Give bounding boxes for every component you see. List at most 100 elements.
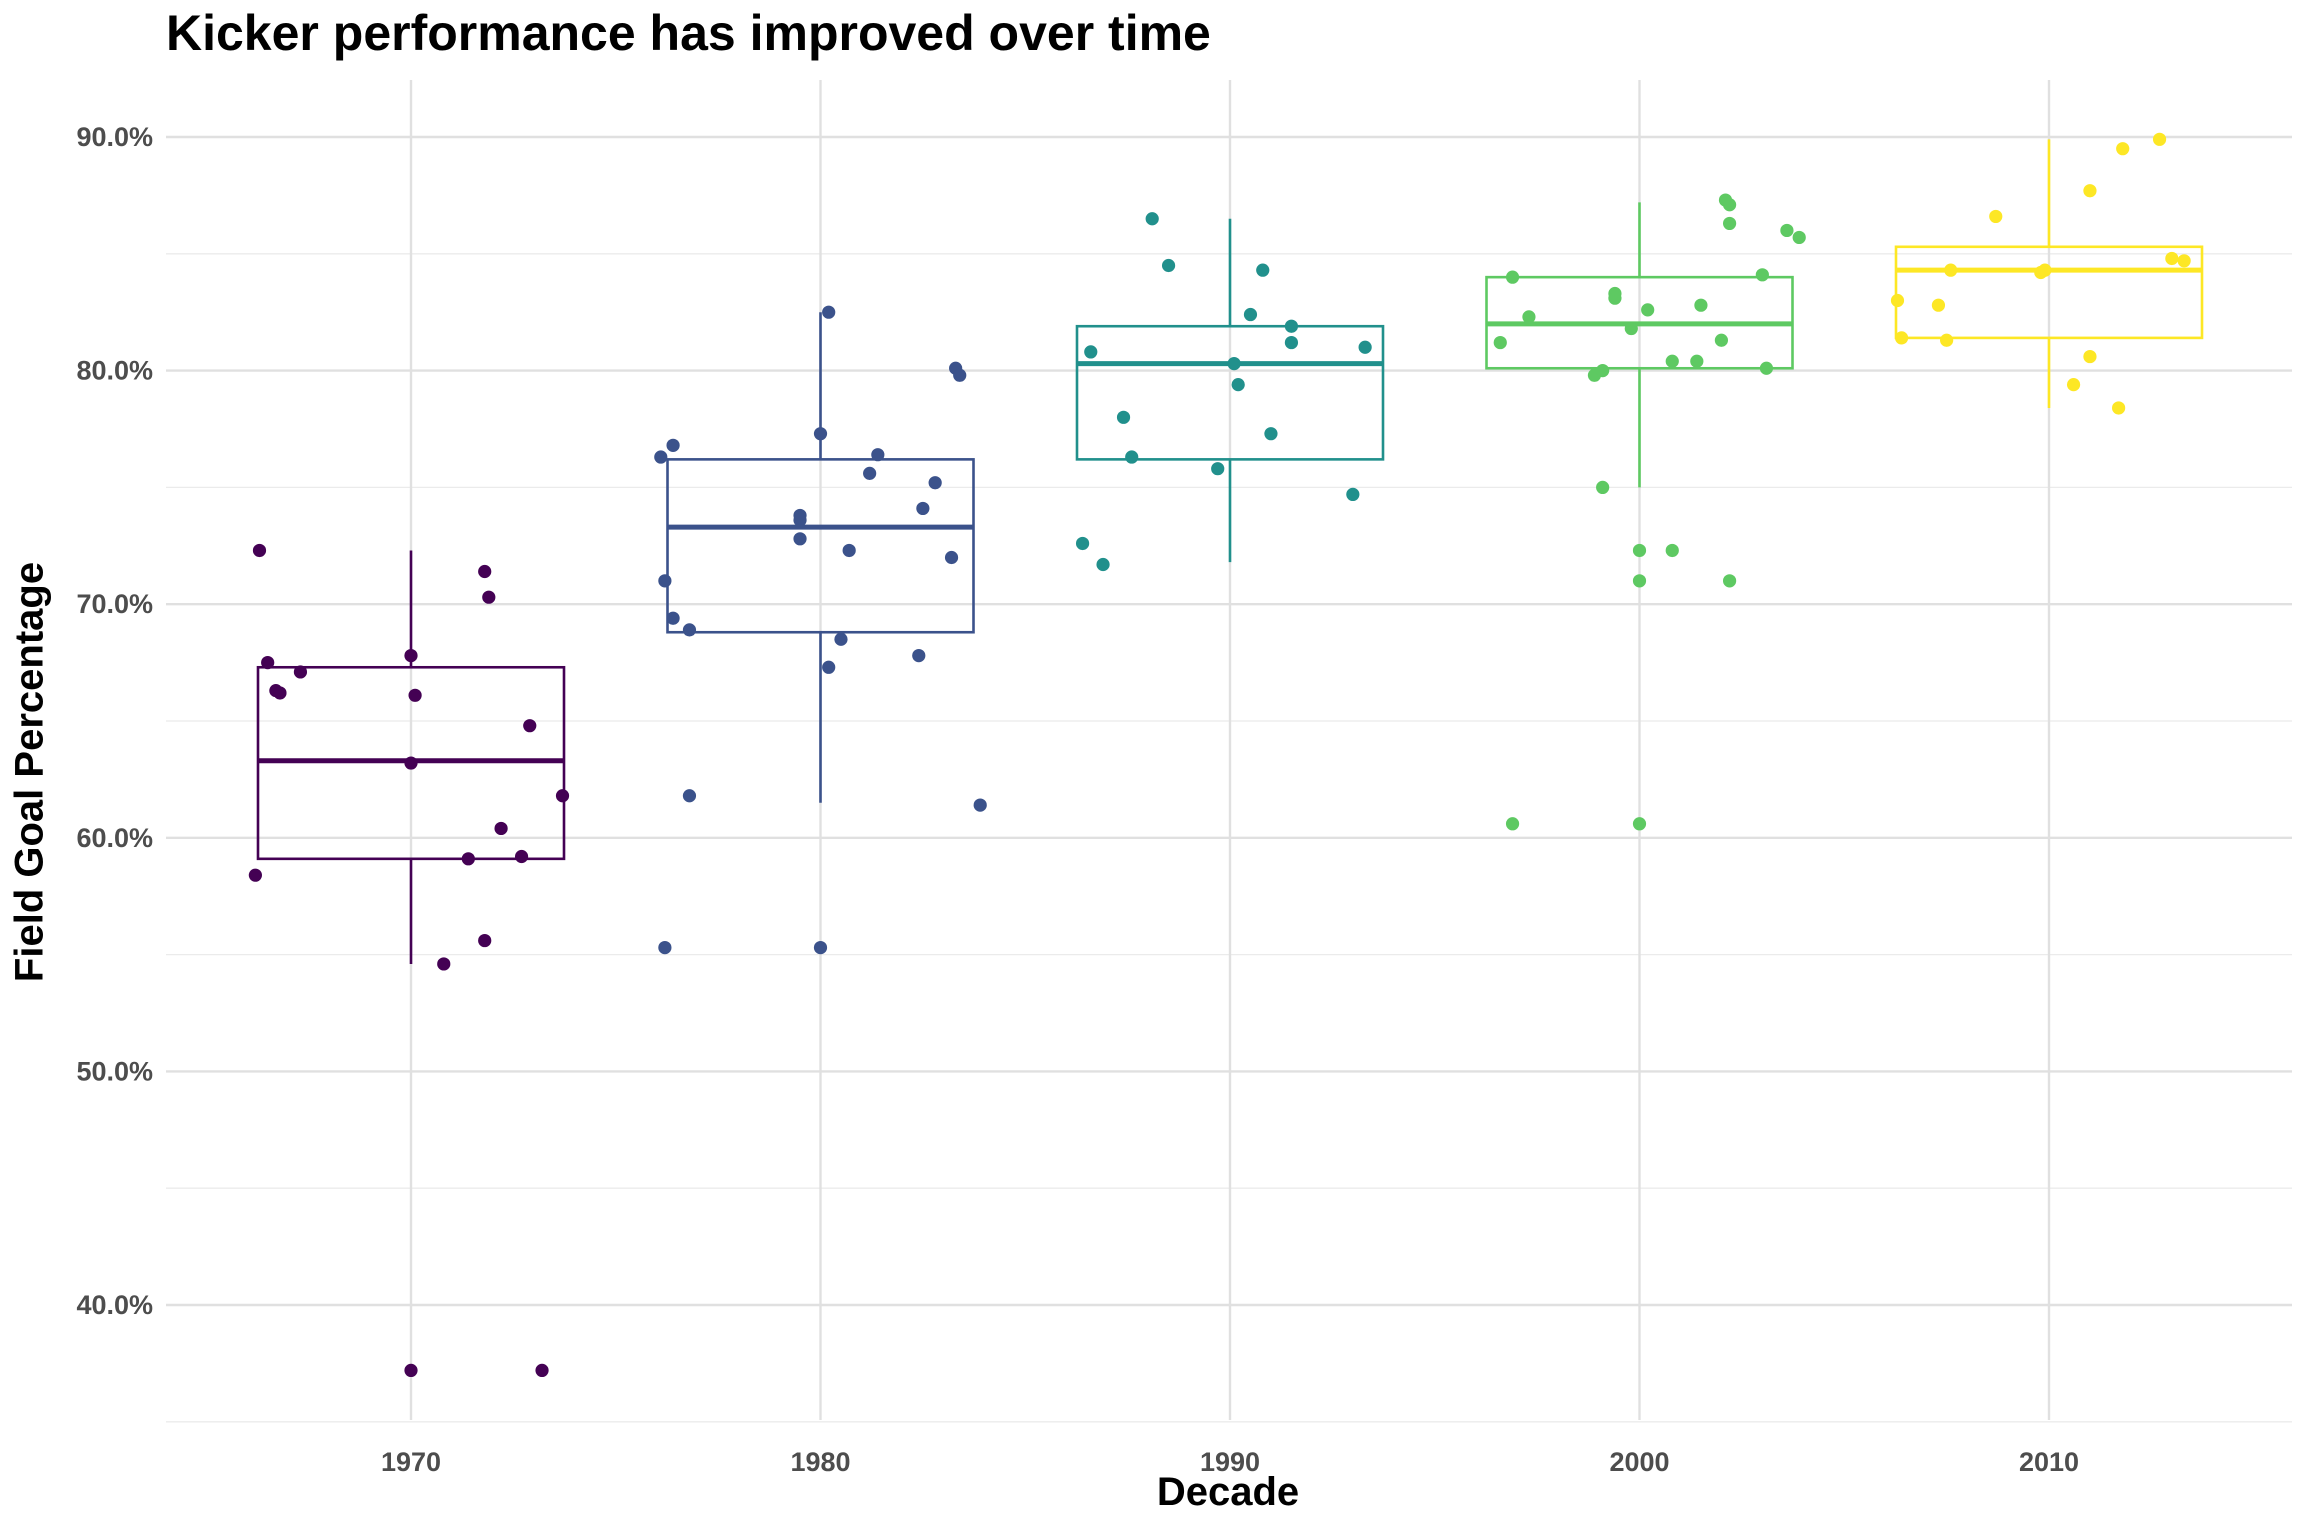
data-point-1990: [1231, 378, 1245, 392]
data-point-2010: [2116, 142, 2130, 156]
data-point-2000: [1759, 361, 1774, 375]
data-point-1980: [682, 623, 697, 637]
data-point-1980: [863, 466, 877, 480]
chart-title: Kicker performance has improved over tim…: [166, 5, 1211, 61]
data-point-1980: [842, 543, 856, 558]
data-point-1980: [916, 501, 930, 516]
data-point-1980: [973, 798, 987, 812]
data-point-1990: [1145, 212, 1159, 226]
data-point-1970: [404, 1363, 418, 1378]
data-point-1980: [953, 368, 967, 382]
data-point-1970: [404, 648, 418, 663]
y-tick-label: 60.0%: [76, 823, 153, 853]
x-tick-label: 1980: [790, 1447, 850, 1477]
data-point-1970: [535, 1363, 549, 1378]
data-point-1970: [273, 686, 287, 700]
data-point-1980: [658, 940, 672, 955]
x-tick-label: 1970: [381, 1447, 441, 1477]
data-point-1980: [682, 789, 697, 803]
y-tick-label: 90.0%: [76, 122, 153, 152]
y-tick-label: 40.0%: [76, 1290, 153, 1320]
data-point-2000: [1722, 574, 1737, 588]
data-point-2000: [1632, 574, 1647, 588]
x-axis-ticks: 1970 1980 1990 2000 2010: [381, 1447, 2079, 1477]
data-point-1970: [478, 933, 492, 948]
data-point-2000: [1596, 480, 1610, 494]
data-point-2010: [2083, 184, 2097, 198]
point-layer: [248, 132, 2191, 1378]
data-point-2010: [2066, 378, 2081, 392]
data-point-1980: [822, 305, 836, 319]
data-point-2010: [2112, 401, 2126, 415]
data-point-2010: [2038, 263, 2052, 277]
data-point-1990: [1227, 356, 1241, 371]
y-tick-label: 70.0%: [76, 589, 153, 619]
iqr-box: [1075, 324, 1385, 461]
data-point-1970: [514, 849, 529, 864]
data-point-1990: [1161, 258, 1176, 273]
iqr-box: [1894, 245, 2204, 340]
data-point-2000: [1780, 223, 1794, 238]
data-point-1970: [408, 688, 422, 702]
iqr-box: [666, 458, 975, 634]
data-point-1970: [248, 868, 262, 882]
data-point-1990: [1211, 462, 1225, 476]
data-point-1980: [793, 532, 807, 546]
data-point-1980: [813, 427, 828, 441]
data-point-1980: [871, 448, 885, 462]
data-point-2000: [1641, 303, 1655, 317]
data-point-2010: [1940, 333, 1954, 347]
data-point-2000: [1690, 354, 1704, 368]
data-point-2010: [1890, 293, 1905, 308]
x-axis-label: Decade: [1156, 1470, 1300, 1514]
data-point-1990: [1096, 557, 1110, 572]
data-point-1980: [834, 632, 848, 646]
data-point-1980: [813, 940, 828, 955]
data-point-1980: [928, 476, 942, 490]
data-point-2000: [1722, 216, 1737, 231]
data-point-1980: [822, 660, 836, 674]
data-point-2000: [1608, 291, 1622, 305]
data-point-1990: [1284, 319, 1299, 333]
x-tick-label: 2010: [2019, 1447, 2079, 1477]
data-point-2000: [1505, 817, 1520, 831]
data-point-2010: [2083, 349, 2097, 364]
data-point-1990: [1125, 450, 1139, 464]
data-point-1970: [555, 789, 570, 803]
data-point-1990: [1243, 307, 1258, 322]
data-point-1990: [1256, 263, 1270, 277]
data-point-2000: [1665, 354, 1679, 368]
data-point-2010: [2152, 132, 2167, 146]
data-point-1980: [666, 611, 680, 625]
data-point-1980: [944, 550, 959, 565]
data-point-2000: [1632, 543, 1647, 558]
data-point-1990: [1116, 410, 1131, 424]
x-tick-label: 2000: [1609, 1447, 1669, 1477]
data-point-2000: [1755, 268, 1769, 282]
data-point-2010: [2177, 254, 2191, 268]
data-point-1970: [482, 590, 496, 604]
x-tick-label: 1990: [1200, 1447, 1260, 1477]
data-point-2000: [1792, 230, 1806, 245]
data-point-1970: [293, 665, 308, 679]
data-point-2000: [1665, 543, 1679, 558]
data-point-1990: [1284, 335, 1299, 350]
data-point-1980: [793, 513, 807, 527]
data-point-1970: [437, 957, 451, 971]
data-point-1980: [912, 648, 926, 663]
box-2000: [1485, 202, 1794, 488]
data-point-1990: [1075, 536, 1090, 551]
data-point-2010: [1944, 263, 1958, 277]
data-point-1970: [478, 564, 492, 579]
data-point-1980: [666, 438, 680, 452]
data-point-2000: [1714, 333, 1728, 347]
data-point-2000: [1624, 321, 1638, 336]
data-point-1980: [654, 450, 668, 464]
data-point-2000: [1722, 198, 1737, 212]
data-point-1970: [461, 852, 475, 866]
y-axis-label: Field Goal Percentage: [7, 561, 52, 983]
data-point-2010: [1989, 209, 2003, 224]
data-point-2010: [2165, 251, 2179, 266]
data-point-1970: [404, 756, 418, 770]
